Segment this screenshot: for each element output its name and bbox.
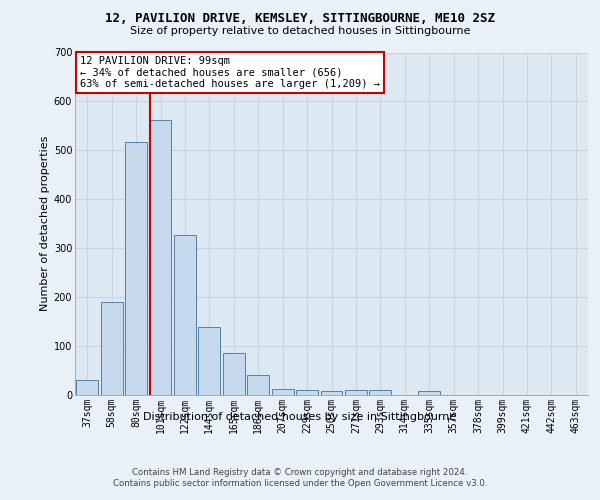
Text: 12 PAVILION DRIVE: 99sqm
← 34% of detached houses are smaller (656)
63% of semi-: 12 PAVILION DRIVE: 99sqm ← 34% of detach… <box>80 56 380 89</box>
Bar <box>320 391 343 395</box>
Text: 12, PAVILION DRIVE, KEMSLEY, SITTINGBOURNE, ME10 2SZ: 12, PAVILION DRIVE, KEMSLEY, SITTINGBOUR… <box>105 12 495 24</box>
Bar <box>272 388 293 395</box>
Bar <box>149 120 172 395</box>
Text: Distribution of detached houses by size in Sittingbourne: Distribution of detached houses by size … <box>143 412 457 422</box>
Text: Size of property relative to detached houses in Sittingbourne: Size of property relative to detached ho… <box>130 26 470 36</box>
Bar <box>223 353 245 395</box>
Bar <box>101 302 122 395</box>
Text: Contains HM Land Registry data © Crown copyright and database right 2024.
Contai: Contains HM Land Registry data © Crown c… <box>113 468 487 487</box>
Bar <box>199 326 220 395</box>
Y-axis label: Number of detached properties: Number of detached properties <box>40 136 50 312</box>
Bar <box>418 391 440 395</box>
Bar <box>174 234 196 395</box>
Bar <box>76 380 98 395</box>
Bar <box>370 390 391 395</box>
Bar <box>247 376 269 395</box>
Bar <box>125 142 147 395</box>
Bar <box>296 390 318 395</box>
Bar <box>345 390 367 395</box>
